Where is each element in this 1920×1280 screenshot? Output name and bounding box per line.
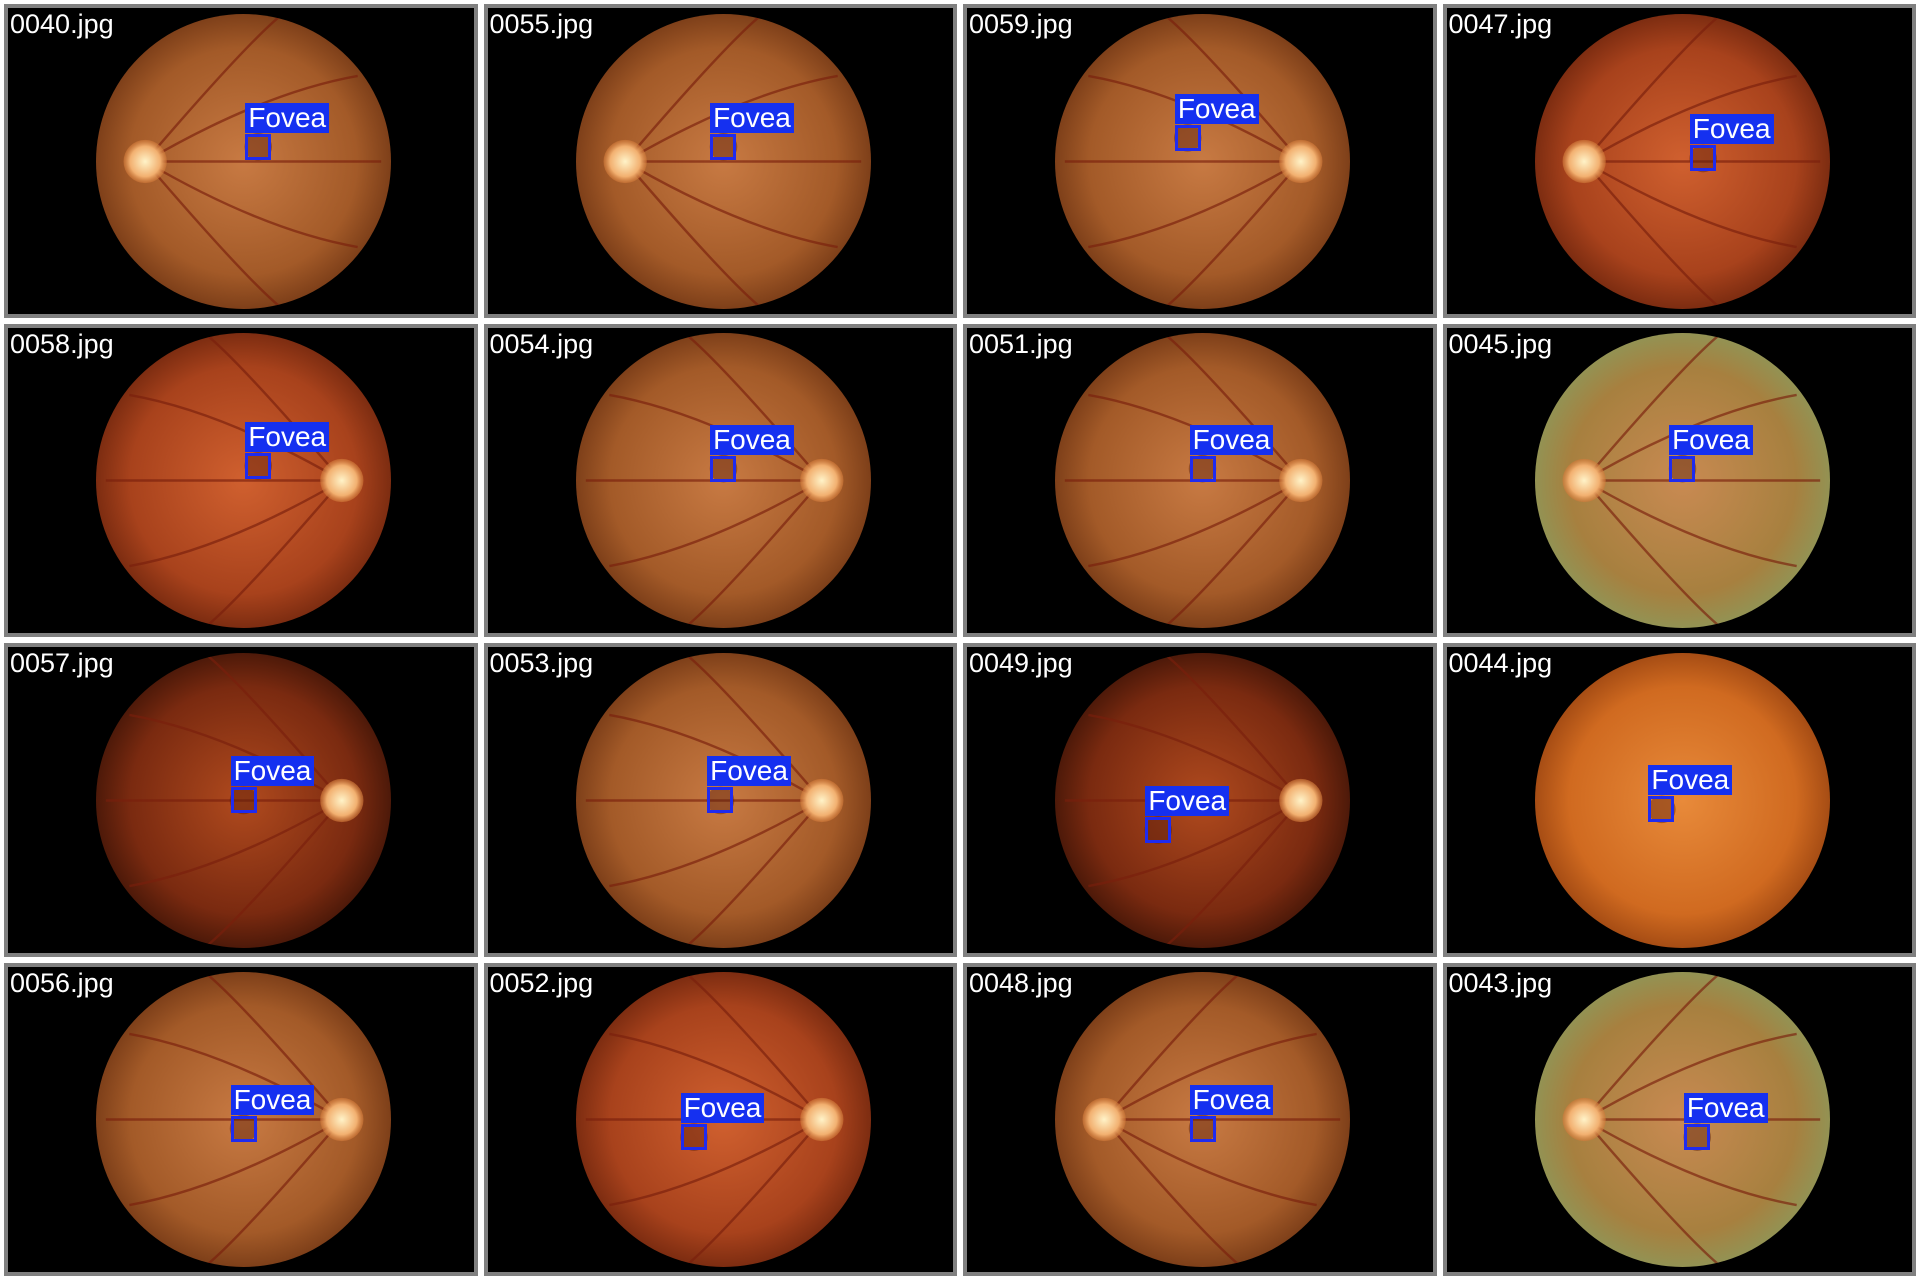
fovea-bounding-box — [1689, 145, 1716, 172]
fovea-bounding-box — [245, 133, 272, 160]
image-tile: 0051.jpg Fovea — [963, 323, 1437, 637]
image-tile: 0058.jpg Fovea — [4, 323, 478, 637]
fovea-label: Fovea — [245, 422, 330, 452]
image-tile: 0048.jpg Fovea — [963, 962, 1437, 1276]
filename-label: 0040.jpg — [10, 9, 114, 39]
image-tile: 0049.jpg Fovea — [963, 643, 1437, 957]
fovea-bounding-box — [1189, 455, 1216, 482]
fundus-svg — [1534, 13, 1830, 309]
fundus-image — [96, 13, 392, 309]
fundus-svg — [96, 972, 392, 1268]
fovea-bounding-box — [680, 1124, 707, 1151]
filename-label: 0058.jpg — [10, 328, 114, 359]
filename-label: 0054.jpg — [489, 328, 594, 359]
fovea-label: Fovea — [1648, 765, 1733, 796]
fovea-bounding-box — [710, 455, 737, 482]
image-tile: 0044.jpg Fovea — [1442, 643, 1916, 957]
fovea-label: Fovea — [1683, 1093, 1768, 1124]
fovea-bounding-box — [230, 787, 257, 814]
fundus-svg — [96, 13, 392, 309]
fovea-label: Fovea — [710, 102, 794, 133]
fovea-label: Fovea — [1669, 424, 1753, 455]
fundus-image — [575, 652, 871, 948]
filename-label: 0052.jpg — [489, 967, 594, 998]
image-tile: 0056.jpg Fovea — [4, 962, 478, 1276]
filename-label: 0055.jpg — [489, 9, 594, 39]
fovea-bounding-box — [710, 133, 737, 160]
fovea-bounding-box — [1669, 455, 1696, 482]
fovea-label: Fovea — [680, 1093, 765, 1124]
fundus-image — [96, 652, 392, 948]
filename-label: 0048.jpg — [969, 967, 1073, 998]
fovea-bounding-box — [1683, 1124, 1710, 1151]
fundus-svg — [575, 652, 871, 948]
fovea-bounding-box — [707, 787, 734, 814]
filename-label: 0059.jpg — [969, 9, 1073, 39]
filename-label: 0049.jpg — [969, 648, 1073, 678]
fovea-label: Fovea — [230, 756, 315, 787]
image-tile: 0047.jpg Fovea — [1442, 4, 1916, 318]
image-tile: 0040.jpg Fovea — [4, 4, 478, 318]
fundus-image — [96, 972, 392, 1268]
fundus-image — [1534, 13, 1830, 309]
fundus-image — [1055, 13, 1351, 309]
image-tile: 0054.jpg Fovea — [483, 323, 957, 637]
fundus-image — [1534, 652, 1830, 948]
fovea-bounding-box — [245, 453, 272, 479]
fovea-label: Fovea — [707, 756, 791, 787]
filename-label: 0047.jpg — [1448, 9, 1553, 39]
image-tile: 0055.jpg Fovea — [483, 4, 957, 318]
image-tile: 0052.jpg Fovea — [483, 962, 957, 1276]
fovea-bounding-box — [1174, 124, 1201, 151]
fovea-label: Fovea — [710, 424, 794, 455]
fundus-svg — [1055, 13, 1351, 309]
fundus-svg — [1534, 972, 1830, 1268]
filename-label: 0053.jpg — [489, 648, 594, 678]
fovea-label: Fovea — [230, 1084, 315, 1115]
fundus-svg — [1055, 972, 1351, 1268]
fovea-label: Fovea — [1189, 424, 1274, 455]
fundus-image — [1055, 972, 1351, 1268]
filename-label: 0057.jpg — [10, 648, 114, 678]
fundus-image — [575, 13, 871, 309]
fovea-label: Fovea — [1189, 1084, 1274, 1115]
fovea-label: Fovea — [245, 102, 330, 133]
fovea-bounding-box — [1189, 1115, 1216, 1142]
fundus-svg — [575, 13, 871, 309]
fundus-svg — [96, 652, 392, 948]
fundus-svg — [96, 333, 392, 629]
image-tile: 0057.jpg Fovea — [4, 643, 478, 957]
fovea-bounding-box — [1145, 816, 1172, 843]
filename-label: 0045.jpg — [1448, 328, 1553, 359]
filename-label: 0043.jpg — [1448, 967, 1553, 998]
fovea-bounding-box — [1648, 796, 1675, 823]
image-tile: 0045.jpg Fovea — [1442, 323, 1916, 637]
filename-label: 0044.jpg — [1448, 648, 1553, 678]
image-tile: 0053.jpg Fovea — [483, 643, 957, 957]
filename-label: 0051.jpg — [969, 328, 1073, 359]
fovea-bounding-box — [230, 1115, 257, 1142]
filename-label: 0056.jpg — [10, 967, 114, 998]
fundus-svg — [1534, 652, 1830, 948]
image-tile: 0043.jpg Fovea — [1442, 962, 1916, 1276]
fovea-label: Fovea — [1689, 114, 1774, 145]
fundus-image — [96, 333, 392, 629]
fovea-label: Fovea — [1174, 93, 1259, 124]
fovea-label: Fovea — [1145, 785, 1230, 816]
fundus-image — [1534, 972, 1830, 1268]
image-tile: 0059.jpg Fovea — [963, 4, 1437, 318]
